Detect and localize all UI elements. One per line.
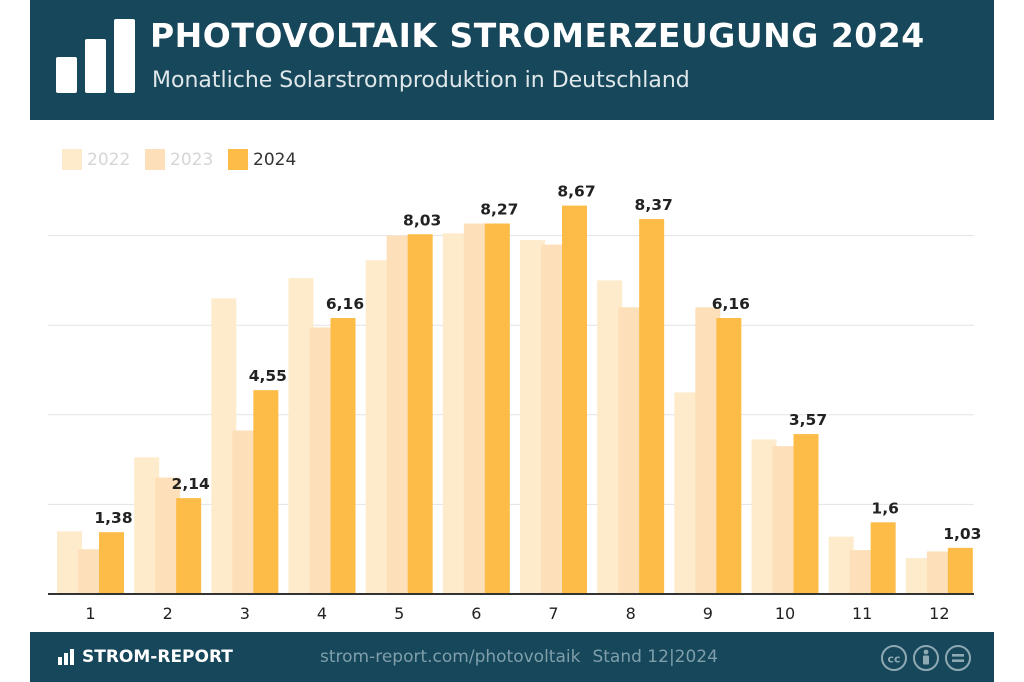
bar-2023 [772, 446, 798, 594]
bar-chart-logo-icon [56, 19, 135, 93]
bar-2023 [155, 477, 181, 594]
bar-2022 [751, 439, 777, 594]
data-label: 1,38 [94, 509, 132, 527]
bar-2022 [288, 278, 314, 594]
source-line: strom-report.com/photovoltaik Stand 12|20… [320, 647, 718, 667]
data-label: 8,67 [557, 183, 595, 201]
bar-2023 [386, 235, 412, 594]
bar-2022 [57, 531, 82, 594]
data-label: 1,03 [943, 525, 981, 543]
legend-swatch [228, 149, 248, 170]
cc-icon: cc [881, 645, 907, 671]
bar-2022 [134, 457, 160, 594]
bar-2022 [365, 260, 391, 594]
bar-2023 [695, 307, 721, 594]
bar-2024 [253, 390, 279, 594]
data-label: 8,37 [635, 196, 673, 214]
bar-2024 [99, 532, 124, 594]
bar-2022 [211, 298, 237, 594]
brand-name: STROM-REPORT [82, 647, 233, 667]
legend-swatch [62, 149, 82, 170]
bar-2023 [541, 244, 566, 594]
bar-2022 [674, 392, 700, 594]
x-tick-label: 11 [852, 604, 872, 623]
bar-2022 [597, 280, 623, 594]
bar-2023 [926, 551, 952, 594]
bar-chart-small-icon [58, 649, 74, 665]
brand-logo: STROM-REPORT [58, 647, 233, 667]
source-url: strom-report.com/photovoltaik [320, 647, 581, 667]
data-label: 8,27 [480, 201, 518, 219]
data-label: 6,16 [712, 295, 750, 313]
data-label: 3,57 [789, 411, 827, 429]
footer-bar: STROM-REPORT strom-report.com/photovolta… [30, 632, 994, 682]
bar-2024 [793, 434, 819, 594]
legend-swatch [145, 149, 165, 170]
no-derivatives-icon [945, 645, 971, 671]
legend-label: 2023 [170, 150, 213, 170]
page-title: PHOTOVOLTAIK STROMERZEUGUNG 2024 [150, 16, 925, 55]
bar-chart: 2022 2023 2024 1,38 1 2,14 2 4,55 3 6,16 4 8,03 5 8,2… [48, 149, 981, 623]
attribution-icon [913, 645, 939, 671]
bar-2024 [484, 223, 510, 594]
header-banner: PHOTOVOLTAIK STROMERZEUGUNG 2024 Monatli… [30, 0, 994, 120]
bar-2022 [520, 240, 545, 594]
bar-2024 [562, 205, 587, 595]
x-tick-label: 5 [394, 604, 404, 623]
x-tick-label: 6 [471, 604, 481, 623]
page-subtitle: Monatliche Solarstromproduktion in Deuts… [152, 68, 690, 93]
x-tick-label: 1 [85, 604, 95, 623]
bar-2023 [309, 327, 335, 594]
svg-text:cc: cc [887, 653, 900, 666]
data-label: 2,14 [172, 475, 210, 493]
bar-2024 [176, 498, 202, 594]
x-tick-label: 7 [548, 604, 558, 623]
legend-label: 2022 [87, 150, 130, 170]
legend-label: 2024 [253, 150, 296, 170]
x-tick-label: 12 [929, 604, 949, 623]
bar-2023 [849, 550, 875, 594]
x-tick-label: 8 [626, 604, 636, 623]
x-tick-label: 9 [703, 604, 713, 623]
data-label: 1,6 [871, 499, 898, 517]
bar-2024 [870, 522, 896, 594]
bar-2022 [442, 233, 468, 595]
data-label: 8,03 [403, 211, 441, 229]
x-tick-label: 2 [163, 604, 173, 623]
license-icons: cc [881, 645, 971, 671]
bar-2022 [828, 536, 854, 594]
data-label: 4,55 [249, 367, 287, 385]
bar-2023 [618, 307, 644, 594]
data-label: 6,16 [326, 295, 364, 313]
bar-2023 [78, 549, 103, 594]
bar-2024 [330, 318, 356, 594]
x-tick-label: 3 [240, 604, 250, 623]
x-tick-label: 10 [775, 604, 795, 623]
bar-2024 [639, 219, 665, 595]
bar-2024 [716, 318, 742, 594]
bar-2024 [407, 234, 433, 595]
bar-2023 [232, 430, 258, 594]
stand-date: Stand 12|2024 [592, 647, 718, 667]
bar-2023 [463, 223, 489, 594]
x-tick-label: 4 [317, 604, 327, 623]
bar-2024 [947, 547, 973, 594]
bar-2022 [905, 558, 931, 594]
